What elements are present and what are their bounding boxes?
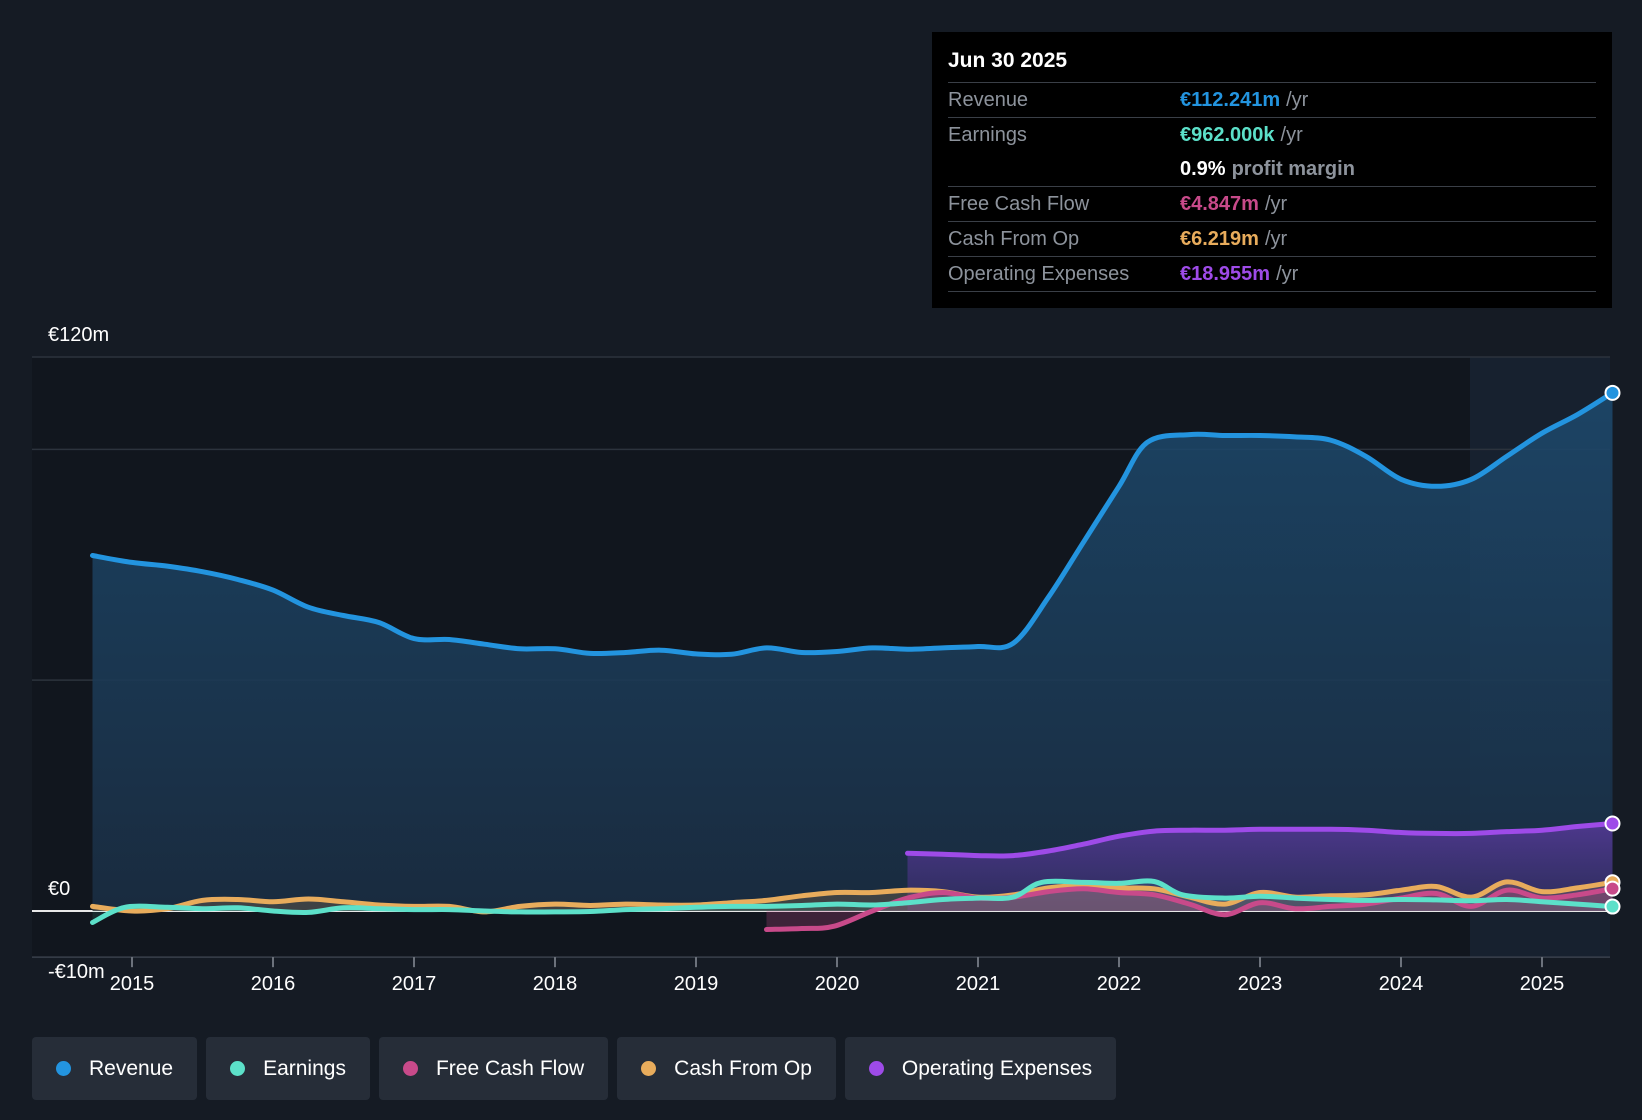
y-tick-label: €0 bbox=[48, 878, 70, 900]
x-tick-label: 2020 bbox=[815, 973, 860, 995]
tooltip-row-cfo: Cash From Op €6.219m /yr bbox=[948, 222, 1596, 257]
operating-expenses-line bbox=[905, 821, 1615, 859]
revenue-line bbox=[90, 390, 1615, 658]
tooltip-unit: /yr bbox=[1264, 193, 1288, 215]
earnings-area bbox=[92, 880, 1613, 923]
legend-item-free-cash-flow[interactable]: Free Cash Flow bbox=[378, 1037, 609, 1100]
x-tick-label: 2017 bbox=[392, 973, 437, 995]
free-cash-flow-end-point bbox=[1604, 880, 1621, 897]
legend-item-operating-expenses[interactable]: Operating Expenses bbox=[844, 1037, 1117, 1100]
tooltip-label: Revenue bbox=[948, 89, 1029, 111]
operating-expenses-end-point bbox=[1604, 815, 1621, 832]
tooltip-value: 0.9% bbox=[1180, 158, 1226, 180]
legend-label: Operating Expenses bbox=[901, 1056, 1093, 1080]
tooltip-label: Earnings bbox=[948, 124, 1027, 146]
tooltip-unit: /yr bbox=[1264, 228, 1288, 250]
tooltip-date: Jun 30 2025 bbox=[948, 46, 1596, 83]
legend-label: Cash From Op bbox=[674, 1056, 812, 1080]
tooltip-row-fcf: Free Cash Flow €4.847m /yr bbox=[948, 187, 1596, 222]
x-axis: 2015 2016 2017 2018 2019 2020 2021 2022 2023 2024… bbox=[110, 957, 1565, 995]
legend-item-earnings[interactable]: Earnings bbox=[206, 1037, 370, 1100]
earnings-end-point bbox=[1604, 898, 1621, 915]
tooltip-value: €4.847m bbox=[1180, 193, 1259, 215]
legend-label: Revenue bbox=[89, 1056, 174, 1080]
tooltip-unit: /yr bbox=[1286, 89, 1309, 111]
revenue-end-point bbox=[1604, 384, 1621, 401]
x-tick-label: 2016 bbox=[251, 973, 296, 995]
series-lines bbox=[90, 390, 1615, 932]
tooltip-value: €112.241m bbox=[1180, 89, 1281, 111]
earnings-dot-icon bbox=[230, 1061, 246, 1076]
free-cash-flow-line bbox=[764, 886, 1615, 932]
tooltip-row-revenue: Revenue €112.241m /yr bbox=[948, 83, 1596, 118]
tooltip-label: Free Cash Flow bbox=[948, 193, 1090, 215]
free-cash-flow-dot-icon bbox=[402, 1061, 418, 1076]
cash-from-op-dot-icon bbox=[641, 1061, 657, 1076]
legend-label: Free Cash Flow bbox=[435, 1056, 585, 1080]
legend-label: Earnings bbox=[263, 1056, 346, 1080]
earnings-line bbox=[90, 878, 1615, 925]
tooltip-value: €18.955m bbox=[1180, 263, 1271, 285]
cash-from-op-line bbox=[90, 879, 1615, 915]
x-tick-label: 2015 bbox=[110, 973, 155, 995]
x-tick-label: 2021 bbox=[956, 973, 1001, 995]
tooltip-row-earnings: Earnings €962.000k /yr bbox=[948, 118, 1596, 152]
tooltip-row-opex: Operating Expenses €18.955m /yr bbox=[948, 257, 1596, 292]
y-tick-label: €120m bbox=[48, 324, 109, 346]
tooltip-label: Cash From Op bbox=[948, 228, 1080, 250]
tooltip-unit: profit margin bbox=[1231, 158, 1355, 180]
tooltip-row-margin: 0.9% profit margin bbox=[948, 152, 1596, 187]
legend-item-cash-from-op[interactable]: Cash From Op bbox=[617, 1037, 836, 1100]
tooltip-unit: /yr bbox=[1280, 124, 1303, 146]
x-tick-label: 2018 bbox=[533, 973, 578, 995]
y-axis: €120m €0 -€10m bbox=[48, 324, 109, 983]
y-tick-label: -€10m bbox=[48, 961, 105, 983]
tooltip-panel: Jun 30 2025 Revenue €112.241m /yr Earnin… bbox=[932, 32, 1612, 308]
tooltip-label: Operating Expenses bbox=[948, 263, 1130, 285]
x-tick-label: 2023 bbox=[1238, 973, 1283, 995]
operating-expenses-dot-icon bbox=[868, 1061, 884, 1076]
chart-legend: Revenue Earnings Free Cash Flow Cash Fro… bbox=[32, 1037, 1117, 1100]
x-tick-label: 2025 bbox=[1520, 973, 1565, 995]
legend-item-revenue[interactable]: Revenue bbox=[32, 1037, 198, 1100]
tooltip-unit: /yr bbox=[1276, 263, 1299, 285]
x-tick-label: 2022 bbox=[1097, 973, 1142, 995]
revenue-dot-icon bbox=[56, 1061, 71, 1076]
tooltip-value: €962.000k bbox=[1180, 124, 1275, 146]
tooltip-value: €6.219m bbox=[1180, 228, 1259, 250]
x-tick-label: 2024 bbox=[1379, 973, 1424, 995]
series-end-dots bbox=[1604, 384, 1621, 915]
x-tick-label: 2019 bbox=[674, 973, 719, 995]
